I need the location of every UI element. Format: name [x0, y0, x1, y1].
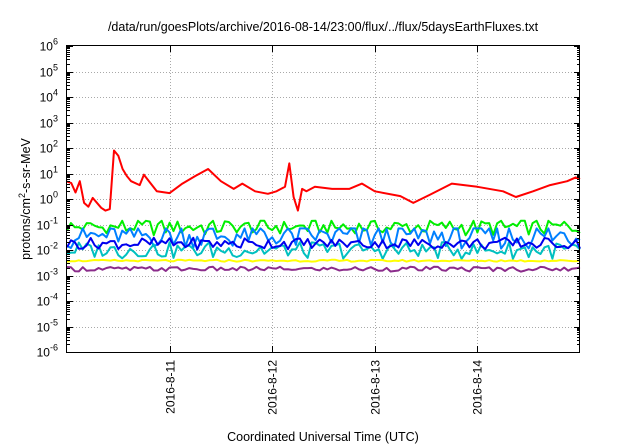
- series-line: [66, 265, 581, 273]
- y-tick-label: 106: [40, 37, 58, 54]
- x-axis-title: Coordinated Universal Time (UTC): [227, 430, 419, 444]
- x-axis: 2016-8-11 2016-8-12 2016-8-13 2016-8-14: [164, 46, 485, 415]
- series-line: [66, 241, 581, 260]
- y-tick-label: 100: [40, 190, 58, 207]
- y-tick-label: 10-2: [37, 241, 58, 258]
- y-axis-title-sup: 2: [17, 193, 27, 198]
- series-layer: [66, 149, 581, 273]
- x-tick-label: 2016-8-14: [471, 360, 485, 415]
- y-tick-label: 10-5: [37, 318, 58, 335]
- x-tick-label: 2016-8-13: [369, 360, 383, 415]
- y-axis-title-part1: protons/cm: [19, 198, 33, 260]
- series-line: [66, 149, 581, 212]
- y-axis-title: protons/cm2-s-sr-MeV: [17, 137, 33, 259]
- y-axis-title-part2: -s-sr-MeV: [19, 137, 33, 193]
- y-tick-label: 105: [40, 63, 58, 80]
- y-tick-label: 10-4: [37, 292, 58, 309]
- y-tick-label: 10-1: [37, 216, 58, 233]
- y-tick-label: 10-6: [37, 343, 58, 360]
- series-line: [66, 258, 581, 263]
- y-tick-label: 102: [40, 139, 58, 156]
- y-axis: 10-6 10-5 10-4 10-3 10-2 10-1 100 101 102 103 104 1…: [37, 37, 580, 360]
- x-tick-label: 2016-8-11: [164, 360, 178, 414]
- series-line: [66, 219, 581, 237]
- series-line: [66, 236, 581, 251]
- y-tick-label: 101: [40, 165, 58, 182]
- y-tick-label: 10-3: [37, 267, 58, 284]
- y-tick-label: 104: [40, 88, 58, 105]
- grid-layer: [67, 46, 580, 352]
- series-line: [66, 227, 581, 250]
- x-tick-label: 2016-8-12: [266, 360, 280, 415]
- y-tick-label: 103: [40, 114, 58, 131]
- chart-title: /data/run/goesPlots/archive/2016-08-14/2…: [108, 20, 539, 34]
